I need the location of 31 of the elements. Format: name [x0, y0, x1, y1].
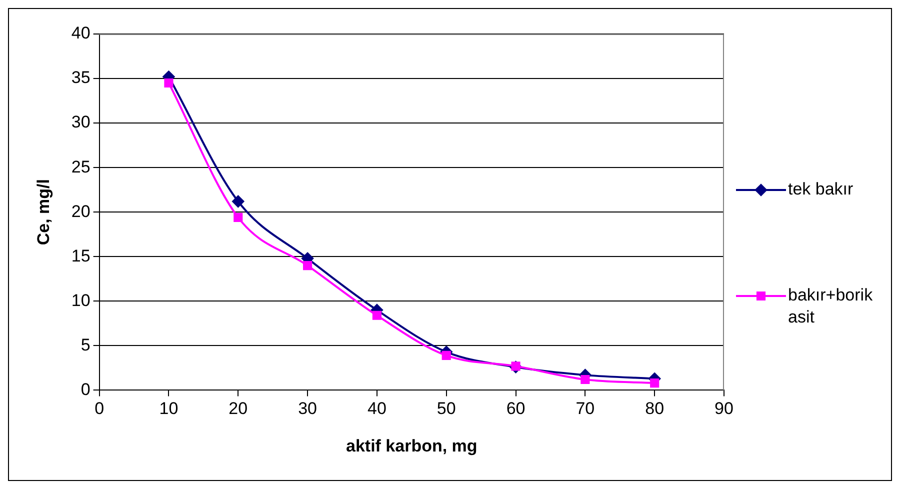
point	[580, 374, 590, 384]
point	[232, 195, 244, 208]
y-tick-label: 20	[71, 202, 90, 221]
point	[372, 310, 382, 320]
legend-label: bakır+borik asit	[788, 286, 874, 327]
point	[303, 260, 312, 270]
y-axis-title: Ce, mg/l	[34, 179, 53, 246]
y-tick-label: 15	[71, 246, 90, 266]
point	[164, 78, 174, 88]
point	[650, 378, 660, 388]
y-tick-label: 35	[71, 68, 90, 88]
x-tick-label: 70	[576, 399, 595, 418]
point	[234, 212, 243, 222]
point	[442, 350, 451, 360]
x-tick-label: 10	[159, 399, 178, 418]
x-tick-label: 0	[94, 399, 104, 418]
legend-label: tek bakır	[788, 180, 854, 199]
y-tick-label: 40	[71, 24, 90, 43]
y-tick-label: 10	[71, 290, 90, 310]
x-tick-label: 90	[714, 399, 734, 418]
x-tick-label: 60	[506, 399, 526, 418]
x-tick-label: 50	[436, 399, 456, 418]
y-tick-label: 5	[80, 335, 90, 354]
x-tick-label: 30	[298, 399, 317, 418]
x-tick-label: 20	[228, 399, 248, 418]
x-tick-label: 80	[645, 399, 664, 418]
y-tick-label: 30	[71, 112, 90, 132]
x-axis-title: aktif karbon, mg	[346, 436, 478, 456]
x-tick-label: 40	[367, 399, 386, 418]
y-tick-label: 0	[80, 380, 90, 399]
y-tick-label: 25	[71, 157, 90, 176]
